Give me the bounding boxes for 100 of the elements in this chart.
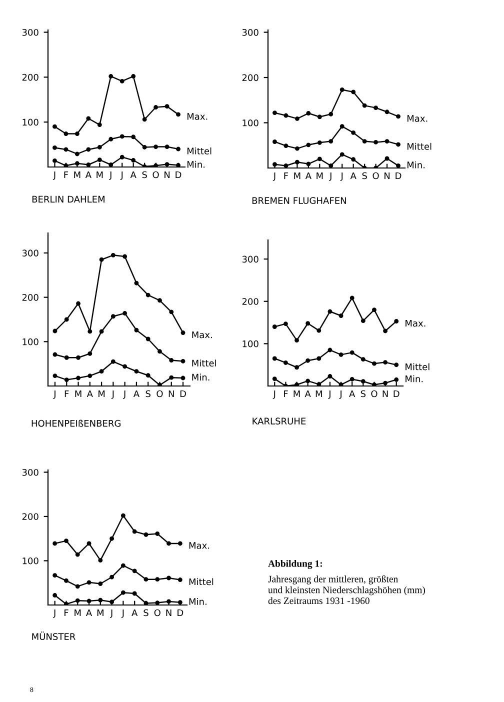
x-tick-label: A bbox=[305, 172, 312, 180]
point bbox=[178, 541, 182, 546]
point bbox=[146, 373, 150, 378]
point bbox=[284, 113, 288, 118]
point bbox=[98, 558, 103, 563]
point bbox=[155, 577, 160, 582]
point bbox=[272, 356, 277, 361]
x-tick-label: F bbox=[64, 609, 68, 616]
point bbox=[294, 116, 300, 121]
point bbox=[134, 328, 139, 332]
point bbox=[372, 308, 376, 312]
x-tick-label: F bbox=[284, 172, 288, 180]
point bbox=[74, 132, 80, 136]
point bbox=[52, 593, 58, 598]
point bbox=[146, 292, 150, 298]
x-tick-label: M bbox=[96, 171, 103, 178]
point bbox=[317, 114, 322, 120]
point bbox=[142, 117, 147, 122]
x-tick-label: J bbox=[120, 171, 123, 180]
point bbox=[110, 314, 116, 319]
point bbox=[176, 112, 180, 117]
point bbox=[360, 318, 366, 324]
y-tick-label: 200 bbox=[22, 74, 38, 81]
point bbox=[88, 374, 92, 378]
series-label: Min. bbox=[407, 161, 425, 168]
point bbox=[351, 130, 356, 135]
point bbox=[180, 376, 186, 380]
x-tick-label: M bbox=[98, 390, 105, 398]
x-tick-label: D bbox=[176, 171, 182, 178]
x-tick-label: N bbox=[382, 390, 388, 398]
series-label: Max. bbox=[189, 542, 210, 549]
point bbox=[284, 144, 288, 148]
point bbox=[110, 252, 116, 258]
point bbox=[294, 160, 300, 164]
point bbox=[328, 139, 334, 144]
x-tick-label: A bbox=[304, 390, 311, 398]
x-tick-label: J bbox=[123, 390, 126, 399]
point bbox=[120, 563, 126, 568]
series-label: Mittel bbox=[406, 363, 430, 370]
point bbox=[360, 357, 366, 362]
point bbox=[64, 578, 68, 583]
point bbox=[272, 376, 277, 382]
point bbox=[328, 309, 332, 314]
series-label: Mittel bbox=[187, 147, 212, 154]
point bbox=[272, 140, 277, 144]
text: MÜNSTER bbox=[32, 632, 76, 640]
x-tick-label: N bbox=[168, 390, 174, 398]
point bbox=[169, 358, 174, 362]
point bbox=[75, 598, 80, 603]
point bbox=[340, 152, 344, 157]
x-tick-label: M bbox=[316, 390, 322, 398]
point bbox=[328, 374, 332, 378]
x-tick-label: A bbox=[349, 390, 356, 398]
text: BREMEN FLUGHAFEN bbox=[252, 197, 346, 204]
y-tick-label: 100 bbox=[242, 340, 258, 348]
point bbox=[316, 356, 322, 361]
point bbox=[396, 142, 400, 147]
x-tick-label: A bbox=[86, 390, 93, 398]
x-tick-label: J bbox=[109, 171, 112, 180]
point bbox=[328, 112, 334, 116]
point bbox=[64, 355, 69, 360]
point bbox=[164, 144, 170, 150]
point bbox=[158, 298, 162, 303]
point bbox=[396, 114, 400, 119]
x-tick-label: J bbox=[328, 390, 330, 399]
point bbox=[328, 348, 332, 352]
point bbox=[134, 369, 139, 374]
point bbox=[120, 154, 124, 160]
point bbox=[64, 147, 68, 152]
y-tick-label: 100 bbox=[242, 119, 258, 126]
text: KARLSRUHE bbox=[252, 418, 306, 425]
series-label: Max. bbox=[192, 331, 212, 338]
point bbox=[283, 360, 288, 365]
x-tick-label: F bbox=[64, 390, 69, 398]
point bbox=[317, 156, 322, 162]
x-tick-label: A bbox=[132, 609, 138, 616]
x-tick-label: J bbox=[272, 390, 276, 399]
point bbox=[120, 78, 124, 84]
point bbox=[86, 147, 91, 152]
x-tick-label: O bbox=[372, 172, 379, 180]
point bbox=[351, 90, 356, 94]
x-tick-label: D bbox=[396, 172, 402, 180]
point bbox=[176, 146, 180, 152]
point bbox=[98, 598, 103, 602]
x-tick-label: O bbox=[152, 171, 159, 178]
y-tick-label: 200 bbox=[22, 294, 38, 301]
point bbox=[76, 301, 80, 306]
point bbox=[52, 145, 57, 150]
x-tick-label: O bbox=[156, 390, 163, 398]
x-tick-label: D bbox=[394, 390, 400, 398]
y-tick-label: 200 bbox=[22, 513, 38, 520]
point bbox=[383, 328, 388, 334]
point bbox=[362, 103, 367, 108]
point bbox=[52, 158, 57, 163]
point bbox=[131, 158, 136, 162]
point bbox=[306, 358, 310, 363]
point bbox=[306, 378, 310, 384]
point bbox=[154, 105, 158, 110]
x-tick-label: J bbox=[52, 171, 56, 180]
y-tick-label: 300 bbox=[22, 468, 38, 476]
